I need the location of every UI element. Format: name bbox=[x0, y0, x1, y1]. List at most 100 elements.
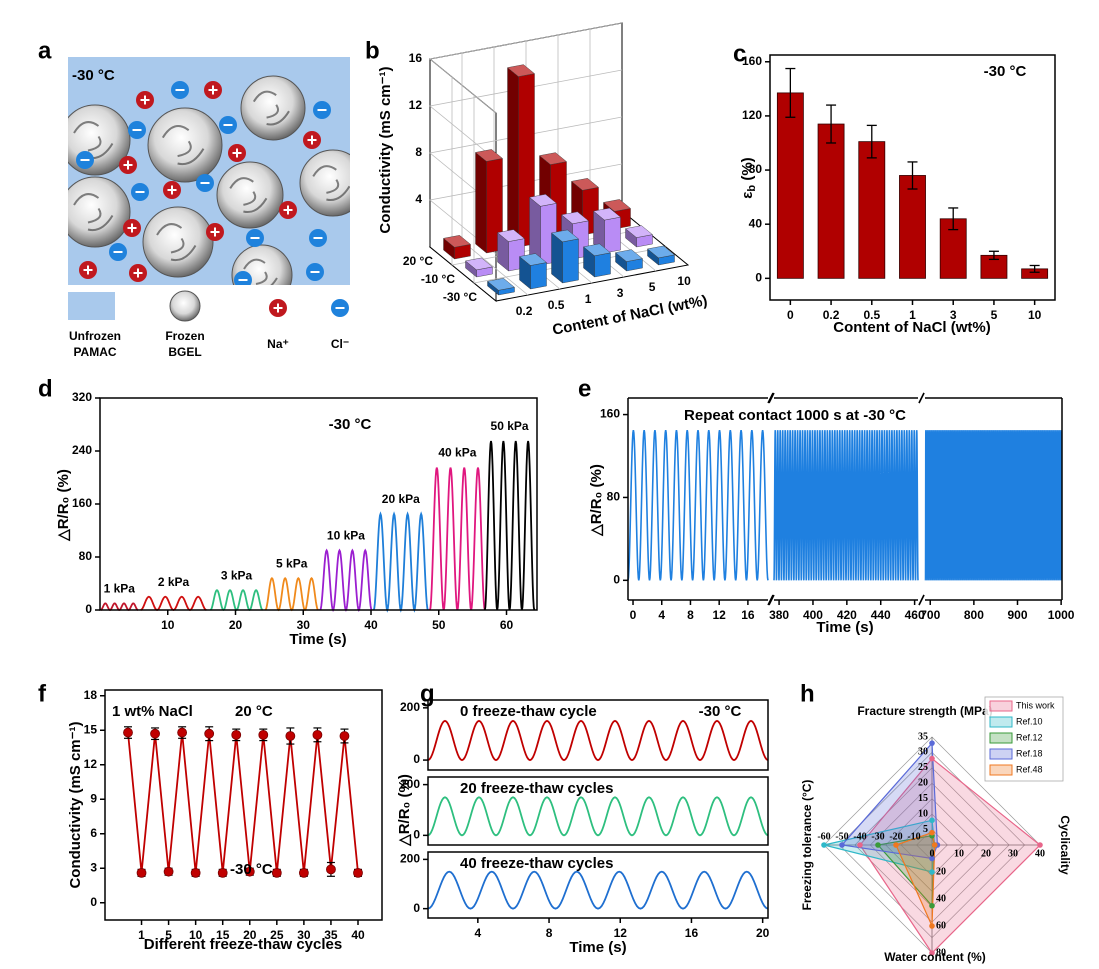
x-tick-label: 60 bbox=[500, 618, 514, 632]
x-tick-label: 420 bbox=[837, 608, 857, 622]
response-curve bbox=[100, 602, 139, 611]
bar-top bbox=[529, 194, 557, 207]
frozen-texture bbox=[229, 177, 268, 214]
x-tick-label: 0.5 bbox=[863, 308, 880, 322]
radar-tick-label: -30 bbox=[871, 831, 884, 842]
bar bbox=[583, 243, 611, 278]
error-bar bbox=[826, 104, 837, 144]
x-tick-label: 5 bbox=[165, 928, 172, 942]
temperature-label: -30 °C bbox=[72, 67, 115, 84]
schematic-contents bbox=[68, 75, 350, 285]
x-tick-label: 20 bbox=[229, 618, 243, 632]
x-tick-label: 8 bbox=[546, 926, 553, 940]
y-tick-label: 18 bbox=[84, 688, 98, 702]
x-tick-label: 4 bbox=[474, 926, 481, 940]
bar bbox=[487, 278, 515, 296]
bar-top bbox=[475, 149, 503, 162]
radar-marker bbox=[1037, 842, 1043, 848]
series-label: -10 °C bbox=[421, 272, 455, 286]
x-tick-label: 1000 bbox=[1048, 608, 1075, 622]
y-tick-label: 200 bbox=[400, 777, 420, 791]
x-tick-label: 12 bbox=[712, 608, 726, 622]
radar-tick-label: 15 bbox=[918, 793, 928, 804]
y-tick-label: 9 bbox=[90, 791, 97, 805]
radar-tick-label: 80 bbox=[936, 947, 946, 958]
x-tick-label: 0 bbox=[630, 608, 637, 622]
bar-side bbox=[507, 67, 519, 248]
plot-frame bbox=[427, 776, 769, 846]
axis-title: Water content (%) bbox=[884, 950, 986, 964]
legend-swatch bbox=[989, 700, 1013, 712]
radar-marker bbox=[875, 842, 881, 848]
y-tick-label: 0 bbox=[90, 895, 97, 909]
legend-swatch bbox=[989, 748, 1013, 760]
series-label: 20 freeze-thaw cycles bbox=[460, 780, 613, 797]
frozen-domain bbox=[299, 149, 350, 217]
x-tick-label: 50 bbox=[432, 618, 446, 632]
x-tick-label: 8 bbox=[687, 608, 694, 622]
y-axis-title: εb (%) bbox=[739, 157, 758, 198]
frozen-domain bbox=[142, 206, 214, 278]
axis-break bbox=[918, 594, 925, 606]
y-tick-label: 120 bbox=[742, 108, 762, 122]
marker bbox=[217, 867, 228, 878]
z-tick-label: 12 bbox=[409, 98, 423, 112]
bar bbox=[817, 123, 845, 279]
radar-tick-label: 10 bbox=[954, 848, 964, 859]
series-label: 50 kPa bbox=[491, 419, 529, 433]
plot-frame bbox=[104, 689, 383, 921]
error-bar bbox=[1029, 264, 1040, 273]
marker bbox=[271, 867, 282, 878]
frozen-texture bbox=[156, 223, 197, 262]
panel-label: a bbox=[38, 37, 52, 64]
series-label: 3 kPa bbox=[221, 568, 253, 582]
y-axis-title-part: (%) bbox=[739, 157, 756, 185]
x-tick-label: 1 bbox=[909, 308, 916, 322]
radar-tick-label: -20 bbox=[889, 831, 902, 842]
bar bbox=[465, 257, 493, 278]
response-curve bbox=[264, 576, 319, 612]
x-tick-label: 0.5 bbox=[548, 298, 565, 312]
y-tick-label: 0 bbox=[85, 602, 92, 616]
marker bbox=[339, 731, 350, 741]
marker bbox=[163, 866, 174, 877]
x-tick-label: 10 bbox=[677, 274, 691, 288]
response-curve bbox=[924, 430, 1063, 581]
radar-marker bbox=[839, 842, 845, 848]
legend-unfrozen-swatch bbox=[68, 292, 115, 320]
radar-tick-label: -50 bbox=[835, 831, 848, 842]
marker bbox=[190, 867, 201, 878]
axis-title: Freezing tolerance (°C) bbox=[800, 780, 814, 911]
marker bbox=[285, 731, 296, 741]
bar-top bbox=[519, 253, 547, 266]
legend: This work Ref.10 Ref.12 Ref.18 Ref.48 bbox=[984, 696, 1064, 782]
x-tick-label: 700 bbox=[920, 608, 940, 622]
marker bbox=[258, 729, 269, 740]
x-axis-title: Time (s) bbox=[289, 631, 346, 648]
bar bbox=[475, 149, 503, 254]
bar-front bbox=[594, 252, 611, 278]
y-tick-label: 0 bbox=[755, 271, 762, 285]
radar-marker bbox=[821, 842, 827, 848]
x-tick-label: 40 bbox=[364, 618, 378, 632]
bar bbox=[647, 245, 675, 266]
response-curve bbox=[427, 796, 769, 837]
floor-grid bbox=[461, 240, 529, 296]
z-tick-label: 4 bbox=[415, 192, 422, 206]
legend-label: Ref.48 bbox=[1016, 764, 1043, 774]
response-curve bbox=[627, 429, 769, 581]
y-tick-label: 200 bbox=[400, 852, 420, 866]
legend-label: Ref.10 bbox=[1016, 716, 1043, 726]
x-tick-label: 40 bbox=[351, 928, 365, 942]
response-curve bbox=[209, 589, 264, 612]
x-axis-title: Time (s) bbox=[569, 939, 626, 956]
series-label: 5 kPa bbox=[276, 556, 308, 570]
x-tick-label: 5 bbox=[649, 280, 656, 294]
x-tick-label: 10 bbox=[189, 928, 203, 942]
x-tick-label: 25 bbox=[270, 928, 284, 942]
bar bbox=[776, 92, 804, 279]
radar-marker bbox=[929, 855, 935, 862]
radar-tick-label: 10 bbox=[918, 808, 928, 819]
axis-break bbox=[767, 392, 774, 404]
x-tick-label: 1 bbox=[138, 928, 145, 942]
